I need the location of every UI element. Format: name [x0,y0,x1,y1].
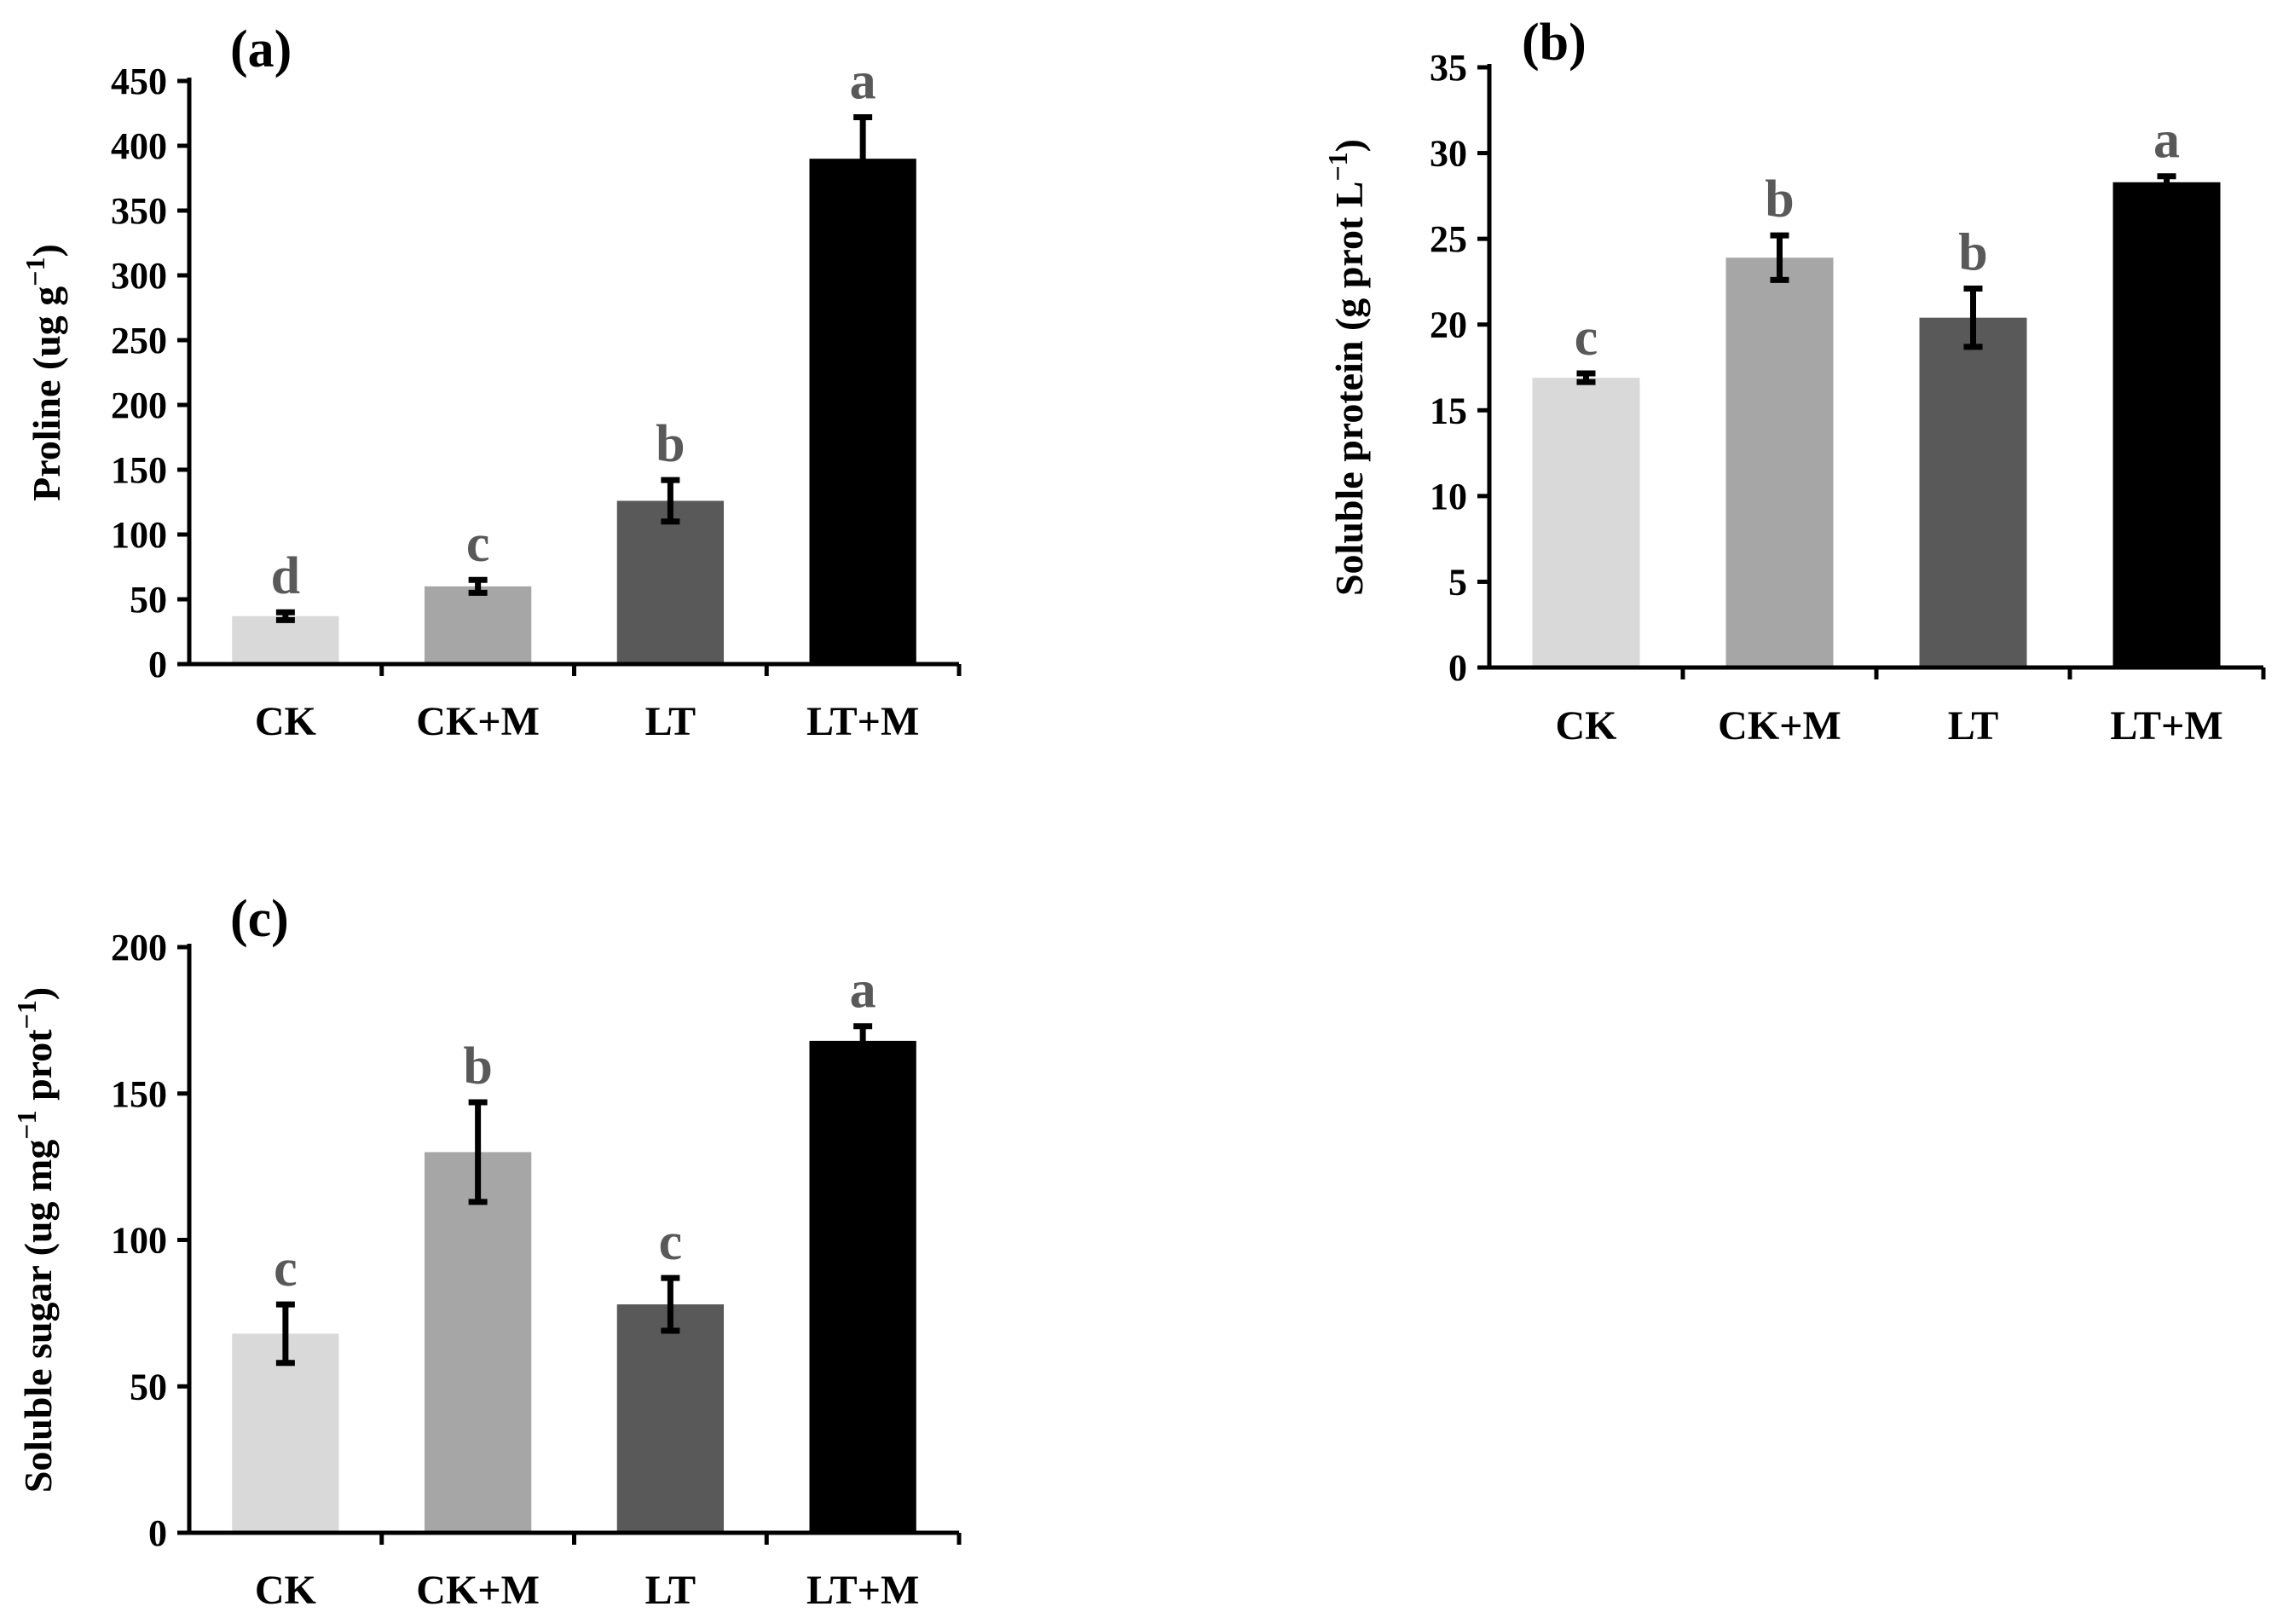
x-tick-label: LT [1948,703,1999,748]
significance-letter: c [274,1240,298,1297]
x-tick-label: CK+M [1718,703,1841,748]
y-tick-label: 100 [111,514,167,556]
x-tick-label: LT+M [806,699,919,744]
y-tick-label: 250 [111,320,167,361]
error-bar [661,1274,680,1334]
y-tick-label: 15 [1430,390,1467,431]
y-tick-label: 0 [148,1512,167,1554]
error-bar [853,114,873,204]
y-tick-label: 50 [130,1366,167,1407]
panel-b: (b) Soluble protein (g prot L−1) c CK b CK+M b… [1322,14,2266,748]
bar-ck [232,616,339,664]
y-tick-label: 200 [111,384,167,426]
y-tick-label: 100 [111,1220,167,1262]
x-tick-label: CK [255,1568,316,1613]
y-tick-label: 20 [1430,304,1467,346]
bar-lt-plus-m [809,159,916,664]
x-tick-label: LT+M [2110,703,2222,748]
y-tick-label: 0 [148,644,167,685]
x-tick-label: LT [645,1568,696,1613]
y-tick-label: 350 [111,190,167,232]
x-tick-label: CK [255,699,316,744]
bar-ck-plus-m [424,1152,532,1533]
error-bar [468,576,488,596]
y-tick-label: 50 [130,579,167,621]
y-tick-label: 200 [111,927,167,968]
x-tick-label: CK+M [416,699,540,744]
error-bar [1576,370,1596,385]
y-tick-label: 300 [111,255,167,297]
significance-letter: a [850,962,876,1020]
significance-letter: c [659,1213,683,1271]
y-tick-label: 25 [1430,218,1467,260]
x-tick-label: CK [1556,703,1617,748]
bar-lt-plus-m [2112,182,2221,668]
x-tick-label: LT+M [806,1568,919,1613]
significance-letter: a [2153,112,2180,170]
error-bar [1770,232,1789,283]
error-bar [2157,173,2176,192]
y-tick-label: 450 [111,61,167,102]
y-tick-label: 35 [1430,47,1467,89]
bar-ck-plus-m [424,586,532,664]
significance-letter: b [656,415,685,473]
y-tick-label: 150 [111,449,167,491]
significance-letter: b [1958,223,1987,281]
bar-ck [1532,378,1640,668]
error-bar [468,1099,488,1205]
y-tick-label: 5 [1448,561,1467,603]
panel-label: (c) [230,890,289,948]
y-axis-title: Soluble protein (g prot L−1) [1322,139,1371,596]
bar-ck [232,1333,339,1533]
bar-ck-plus-m [1725,257,1834,668]
y-axis-title: Soluble sugar (ug mg−1 prot−1) [11,987,60,1493]
panel-c: (c) Soluble sugar (ug mg−1 prot−1) c CK b CK+… [11,890,962,1613]
y-tick-label: 0 [1448,647,1467,689]
error-bar [275,609,295,623]
error-bar [1963,285,1983,350]
x-tick-label: CK+M [416,1568,540,1613]
y-tick-label: 400 [111,125,167,167]
bar-lt [616,1304,725,1533]
bar-lt [616,500,725,664]
significance-letter: b [1765,170,1794,228]
significance-letter: a [850,53,876,111]
significance-letter: b [463,1037,492,1095]
bar-lt [1919,317,2027,668]
error-bar [275,1301,295,1367]
significance-letter: d [271,547,300,605]
y-tick-label: 10 [1430,476,1467,517]
significance-letter: c [466,515,490,573]
panel-a: (a) Proline (ug g−1) d CK c CK+M b LT a LT+M 0 50 10… [20,20,962,744]
panel-label: (b) [1522,14,1587,72]
y-tick-label: 30 [1430,133,1467,175]
error-bar [661,477,680,525]
significance-letter: c [1575,309,1598,367]
y-tick-label: 150 [111,1073,167,1115]
y-axis-title: Proline (ug g−1) [20,244,68,501]
x-tick-label: LT [645,699,696,744]
panel-label: (a) [230,20,292,78]
error-bar [853,1023,873,1059]
bar-lt-plus-m [809,1040,916,1533]
